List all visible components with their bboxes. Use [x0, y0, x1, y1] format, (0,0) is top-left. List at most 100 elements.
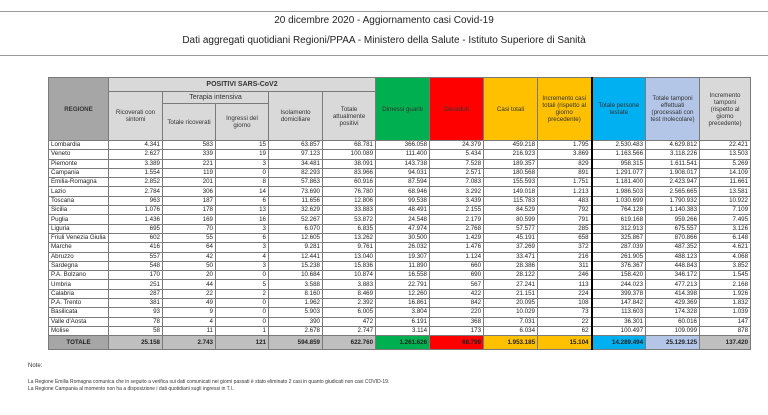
value-cell: 28.386	[483, 260, 539, 272]
value-cell: 1.076	[108, 205, 163, 216]
value-cell: 3.292	[429, 186, 485, 197]
table-row: Toscana 963 187 6 11.656 12.806 99.538 3.439 115…	[48, 195, 752, 207]
value-cell: 251	[108, 279, 163, 290]
value-cell: 287.039	[590, 242, 647, 253]
value-cell: 829	[537, 158, 593, 169]
value-cell: 3.852	[699, 260, 752, 272]
value-cell: 45.191	[483, 232, 539, 244]
value-cell: 1.790.932	[645, 195, 701, 207]
value-cell: 42	[162, 251, 216, 262]
region-cell: Lazio	[48, 186, 109, 197]
value-cell: 5	[215, 279, 269, 290]
value-cell: 60.016	[645, 316, 701, 327]
value-cell: 959.266	[645, 214, 701, 225]
value-cell: 675.557	[645, 223, 701, 234]
value-cell: 1	[215, 325, 269, 337]
value-cell: 8	[215, 177, 269, 188]
value-cell: 5.903	[268, 307, 323, 318]
value-cell: 26.032	[375, 242, 431, 253]
value-cell: 50	[162, 260, 216, 272]
value-cell: 3.126	[699, 223, 752, 234]
value-cell: 5.434	[429, 149, 485, 160]
value-cell: 16	[215, 214, 269, 225]
table-row: Piemonte 3.389 221 3 34.481 38.091 143.738 7.52…	[48, 158, 752, 169]
value-cell: 33.883	[321, 205, 377, 216]
value-cell: 416	[108, 242, 163, 253]
value-cell: 155.593	[483, 177, 539, 188]
value-cell: 49	[162, 298, 216, 309]
region-cell: Campania	[48, 167, 109, 179]
value-cell: 4.341	[108, 139, 163, 151]
value-cell: 1.124	[429, 251, 485, 262]
value-cell: 487.352	[645, 242, 701, 253]
value-cell: 6.835	[321, 223, 377, 234]
value-cell: 10.684	[268, 270, 323, 281]
value-cell: 2	[215, 288, 269, 300]
value-cell: 12.605	[268, 232, 323, 244]
top-rule	[0, 11, 768, 12]
value-cell: 557	[108, 251, 163, 262]
value-cell: 57.863	[268, 177, 323, 188]
value-cell: 958.315	[590, 158, 647, 169]
value-cell: 14.289.494	[590, 335, 647, 351]
value-cell: 583	[162, 139, 216, 151]
value-cell: 622.760	[321, 335, 377, 351]
value-cell: 111.400	[375, 149, 431, 160]
value-cell: 87.594	[375, 177, 431, 188]
header-totale-ricoverati: Totale ricoverati	[162, 103, 216, 141]
table-row: Sardegna 548 50 3 15.238 15.836 11.890 660 28.38…	[48, 260, 752, 272]
region-cell: Toscana	[48, 195, 109, 207]
value-cell: 25.129.125	[645, 335, 701, 351]
note-line: La Regione Campania al momento non ha a …	[28, 386, 235, 392]
value-cell: 76.780	[321, 186, 377, 197]
value-cell: 2.168	[699, 279, 752, 290]
value-cell: 38.091	[321, 158, 377, 169]
value-cell: 180.568	[483, 167, 539, 179]
value-cell: 1.291.077	[590, 167, 647, 179]
value-cell: 244.023	[590, 279, 647, 290]
value-cell: 4.621	[699, 242, 752, 253]
value-cell: 83.966	[321, 167, 377, 179]
value-cell: 15.836	[321, 260, 377, 272]
header-dimessi: Dimessi guariti	[375, 77, 431, 141]
region-cell: Emilia-Romagna	[48, 177, 109, 188]
value-cell: 1.926	[699, 288, 752, 300]
value-cell: 80.599	[483, 214, 539, 225]
value-cell: 3	[215, 158, 269, 169]
value-cell: 246	[537, 270, 593, 281]
value-cell: 6.148	[699, 232, 752, 244]
value-cell: 459.218	[483, 139, 539, 151]
value-cell: 390	[268, 316, 323, 327]
value-cell: 2.423.947	[645, 177, 701, 188]
value-cell: 22.421	[699, 139, 752, 151]
value-cell: 119	[162, 167, 216, 179]
value-cell: 4	[162, 316, 216, 327]
value-cell: 11.656	[268, 195, 323, 207]
value-cell: 619.168	[590, 214, 647, 225]
value-cell: 2.530.483	[590, 139, 647, 151]
value-cell: 33.471	[483, 251, 539, 262]
header-positivi: POSITIVI SARS-CoV2	[107, 77, 377, 92]
value-cell: 399.378	[590, 288, 647, 300]
value-cell: 9.281	[268, 242, 323, 253]
value-cell: 13.262	[321, 232, 377, 244]
value-cell: 870.866	[645, 232, 701, 244]
region-cell: P.A. Trento	[48, 298, 109, 309]
note-line: La Regione Emilia Romagna comunica che i…	[28, 379, 390, 385]
value-cell: 0	[215, 298, 269, 309]
value-cell: 73.690	[268, 186, 323, 197]
value-cell: 27.241	[483, 279, 539, 290]
value-cell: 695	[108, 223, 163, 234]
value-cell: 6	[215, 232, 269, 244]
value-cell: 36.301	[590, 316, 647, 327]
value-cell: 100.497	[590, 325, 647, 337]
value-cell: 1.039	[699, 307, 752, 318]
value-cell: 60.916	[321, 177, 377, 188]
covid-data-table: REGIONE POSITIVI SARS-CoV2 Dimessi guari…	[48, 77, 752, 351]
region-cell: Valle d'Aosta	[48, 316, 109, 327]
value-cell: 3	[215, 242, 269, 253]
value-cell: 22	[537, 316, 593, 327]
value-cell: 4.068	[699, 251, 752, 262]
value-cell: 137.420	[699, 335, 752, 351]
value-cell: 1.476	[429, 242, 485, 253]
